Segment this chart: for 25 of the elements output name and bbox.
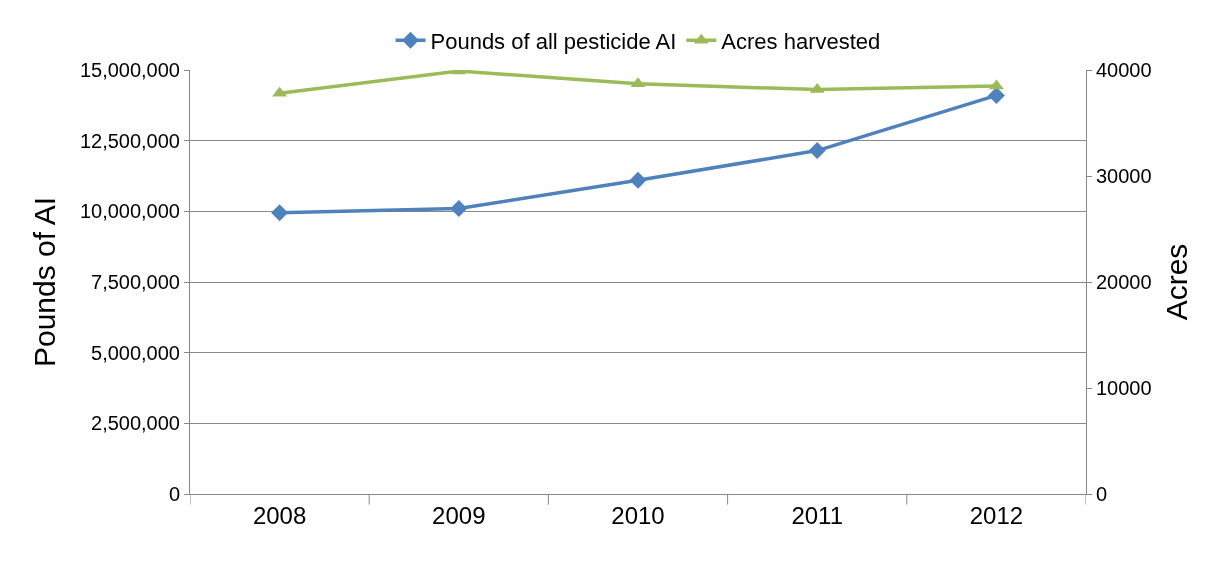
y-tick-label: 12,500,000 <box>79 129 180 152</box>
x-tick-label: 2010 <box>611 501 665 529</box>
y-axis-title: Pounds of AI <box>27 196 61 368</box>
y2-tick-label: 30000 <box>1096 165 1152 187</box>
x-tick-label: 2008 <box>252 501 307 529</box>
x-tick-label: 2011 <box>791 501 843 529</box>
y-tick-label: 2,500,000 <box>91 412 180 435</box>
y-tick-label: 0 <box>168 483 180 505</box>
legend-label: Pounds of all pesticide AI <box>430 28 677 54</box>
point <box>450 200 468 217</box>
y2-tick-label: 10000 <box>1096 377 1152 399</box>
point <box>629 171 647 189</box>
y2-tick-label: 20000 <box>1096 271 1152 293</box>
point <box>808 142 826 160</box>
legend-label: Acres harvested <box>721 28 881 54</box>
y2-axis-title: Acres <box>1160 243 1194 321</box>
y-tick-label: 5,000,000 <box>91 341 180 364</box>
x-tick-label: 2009 <box>432 501 486 529</box>
y-tick-label: 10,000,000 <box>79 200 180 223</box>
y2-tick-label: 0 <box>1096 483 1108 505</box>
point <box>271 204 289 222</box>
y-tick-label: 7,500,000 <box>91 271 180 293</box>
y2-tick-label: 40000 <box>1096 59 1152 81</box>
y-tick-label: 15,000,000 <box>79 59 180 81</box>
x-tick-label: 2012 <box>969 501 1024 529</box>
